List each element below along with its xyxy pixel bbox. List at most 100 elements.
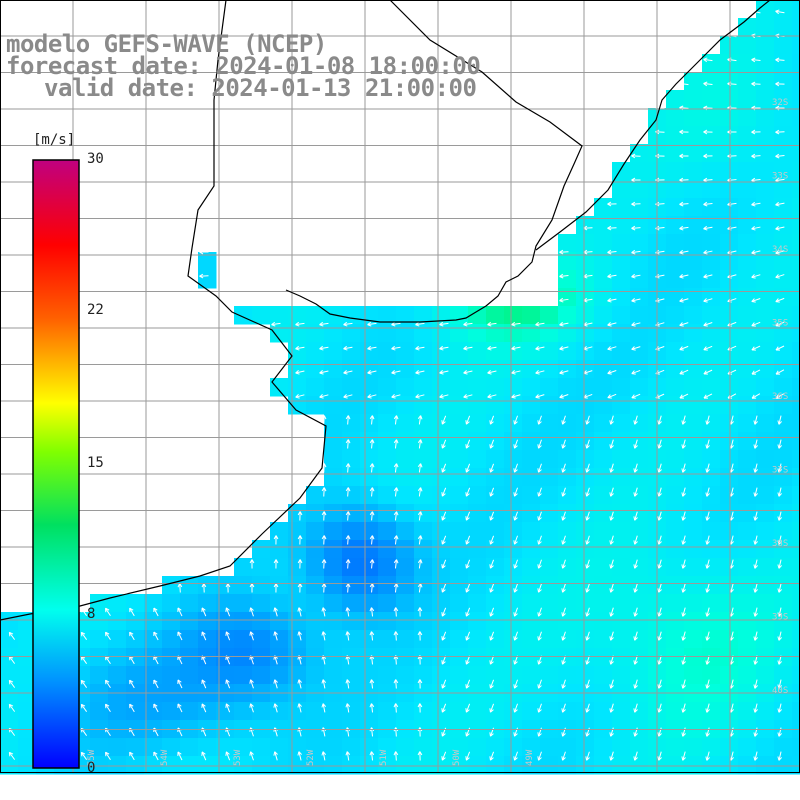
lat-label: 35S [772, 319, 788, 329]
title-model: modelo GEFS-WAVE (NCEP) [6, 30, 327, 58]
wind-arrow [705, 751, 710, 761]
wind-cell [450, 306, 469, 325]
wind-cell [756, 648, 775, 667]
wind-cell [702, 342, 721, 361]
wind-cell [144, 756, 163, 775]
wind-arrow [561, 439, 566, 449]
wind-cell [666, 522, 685, 541]
wind-cell [666, 126, 685, 145]
wind-arrow [249, 703, 254, 713]
wind-arrow [393, 463, 399, 473]
wind-cell [702, 432, 721, 451]
wind-cell [792, 738, 800, 757]
wind-cell [558, 270, 577, 289]
wind-arrow [249, 607, 254, 617]
wind-arrow [249, 751, 254, 761]
wind-cell [252, 540, 271, 559]
lon-label: 49W [525, 749, 535, 766]
wind-cell [252, 612, 271, 631]
wind-cell [738, 198, 757, 217]
wind-arrow [681, 511, 686, 521]
wind-cell [504, 432, 523, 451]
wind-arrow [585, 535, 590, 545]
wind-cell [504, 504, 523, 523]
wind-cell [324, 468, 343, 487]
wind-cell [774, 594, 793, 613]
wind-cell [576, 432, 595, 451]
wind-cell [504, 396, 523, 415]
wind-arrow [463, 369, 473, 375]
wind-cell [180, 630, 199, 649]
wind-cell [594, 198, 613, 217]
wind-cell [0, 630, 19, 649]
wind-cell [576, 378, 595, 397]
wind-cell [558, 666, 577, 685]
wind-cell [720, 576, 739, 595]
wind-cell [702, 252, 721, 271]
wind-arrow [417, 535, 423, 545]
wind-cell [792, 126, 800, 145]
wind-cell [756, 522, 775, 541]
wind-cell [738, 162, 757, 181]
wind-cell [576, 414, 595, 433]
wind-arrow [345, 439, 351, 449]
wind-arrow [441, 487, 447, 497]
wind-cell [558, 648, 577, 667]
wind-cell [0, 666, 19, 685]
wind-arrow [319, 321, 329, 327]
wind-cell [504, 342, 523, 361]
wind-cell [504, 522, 523, 541]
wind-cell [720, 162, 739, 181]
wind-cell [576, 342, 595, 361]
wind-arrow [489, 463, 495, 473]
wind-cell [720, 360, 739, 379]
wind-cell [684, 180, 703, 199]
wind-cell [540, 432, 559, 451]
wind-cell [198, 252, 217, 271]
wind-cell [486, 756, 505, 775]
wind-cell [396, 378, 415, 397]
wind-arrow [559, 249, 569, 255]
wind-cell [792, 486, 800, 505]
wind-cell [774, 324, 793, 343]
wind-cell [720, 378, 739, 397]
wind-cell [720, 738, 739, 757]
wind-cell [720, 216, 739, 235]
wind-cell [126, 630, 145, 649]
wind-cell [432, 540, 451, 559]
wind-arrow [631, 273, 641, 279]
wind-cell [756, 72, 775, 91]
wind-cell [270, 702, 289, 721]
wind-arrow [703, 249, 713, 255]
wind-arrow [777, 679, 783, 689]
wind-arrow [153, 751, 159, 761]
wind-cell [792, 54, 800, 73]
wind-cell [486, 450, 505, 469]
wind-cell [360, 450, 379, 469]
wind-cell [432, 558, 451, 577]
wind-cell [792, 702, 800, 721]
wind-arrow [105, 631, 111, 641]
wind-cell [720, 486, 739, 505]
wind-cell [450, 666, 469, 685]
wind-cell [702, 576, 721, 595]
wind-arrow [633, 631, 638, 641]
wind-arrow [631, 322, 641, 327]
wind-arrow [177, 751, 183, 761]
wind-arrow [465, 463, 471, 473]
wind-arrow [585, 703, 590, 713]
wind-arrow [441, 679, 447, 689]
colorbar-tick-0: 0 [87, 760, 96, 776]
wind-cell [774, 180, 793, 199]
wind-cell [792, 432, 800, 451]
wind-arrow [777, 631, 783, 641]
wind-arrow [415, 297, 425, 303]
wind-cell [198, 702, 217, 721]
wind-cell [162, 648, 181, 667]
wind-arrow [345, 487, 351, 497]
wind-arrow [751, 321, 761, 327]
wind-arrow [295, 394, 305, 399]
wind-cell [216, 576, 235, 595]
wind-cell [612, 360, 631, 379]
wind-cell [396, 576, 415, 595]
